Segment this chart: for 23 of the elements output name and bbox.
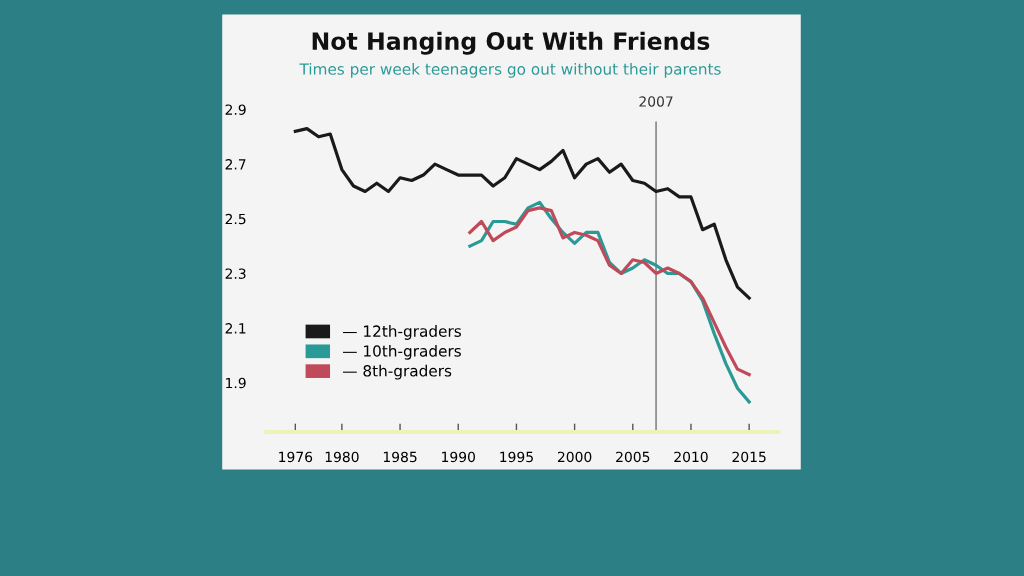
y-tick-label: 2.5 bbox=[225, 213, 246, 225]
ref-line-label: 2007 bbox=[639, 96, 673, 107]
chart-title: Not Hanging Out With Friends bbox=[312, 31, 710, 55]
x-tick-label: 1985 bbox=[383, 451, 417, 463]
chart-subtitle: Times per week teenagers go out without their parents bbox=[299, 62, 721, 78]
x-tick-label: 1995 bbox=[500, 451, 533, 463]
y-tick-label: 1.9 bbox=[226, 377, 246, 389]
y-tick-label: 2.3 bbox=[225, 268, 246, 279]
line-series bbox=[293, 126, 751, 300]
x-tick-label: 1976 bbox=[279, 451, 313, 463]
y-tick-label: 2.1 bbox=[225, 323, 246, 334]
x-tick-label: 2000 bbox=[557, 451, 592, 463]
legend-label: — 8th-graders bbox=[343, 364, 452, 380]
x-tick-label: 2015 bbox=[732, 451, 766, 463]
x-tick-label: 2010 bbox=[674, 451, 708, 463]
y-tick-label: 2.9 bbox=[225, 104, 246, 115]
y-tick-label: 2.7 bbox=[225, 159, 246, 170]
x-tick-label: 1990 bbox=[442, 451, 475, 463]
legend-label: — 12th-graders bbox=[343, 325, 461, 340]
legend-label: — 10th-graders bbox=[343, 344, 461, 360]
x-tick-label: 2005 bbox=[616, 451, 650, 463]
x-tick-label: 1980 bbox=[325, 451, 359, 463]
line-series bbox=[468, 206, 751, 377]
